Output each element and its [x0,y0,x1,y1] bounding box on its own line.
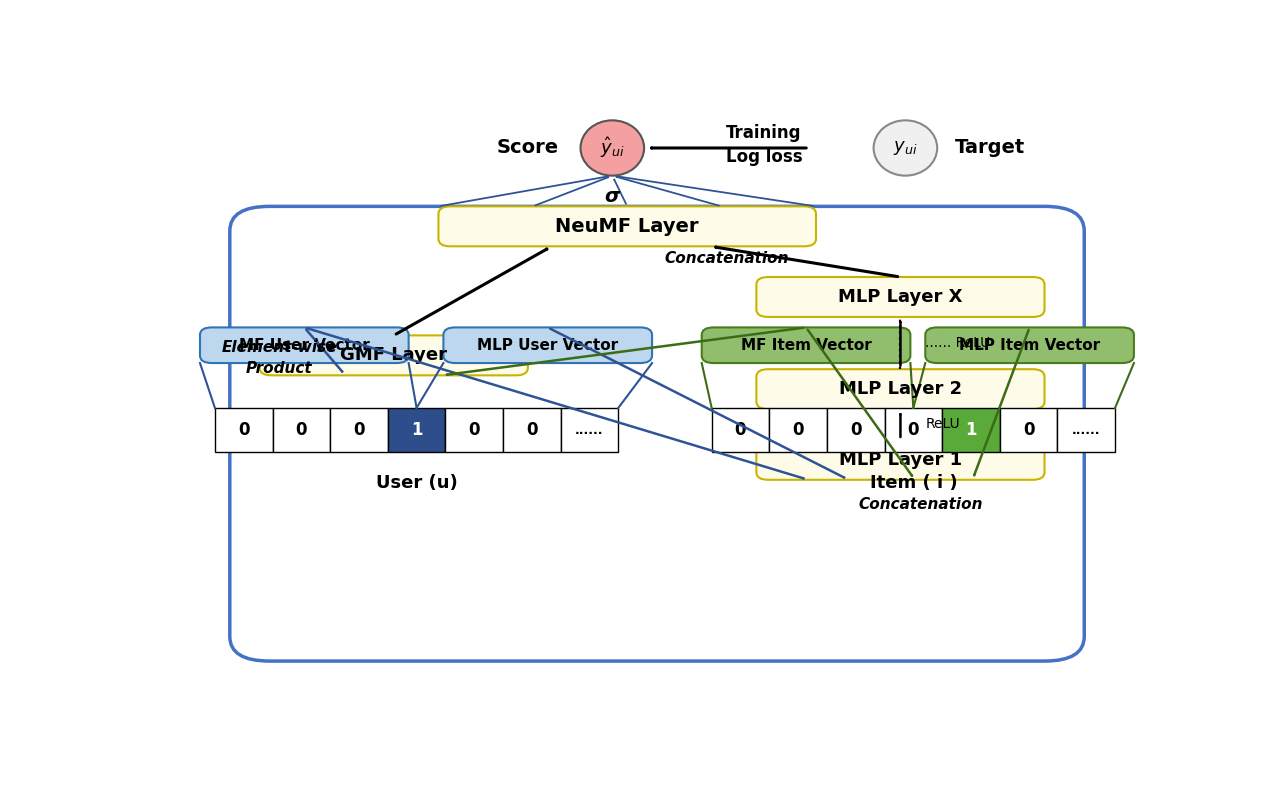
Bar [942,408,1000,452]
Text: 0: 0 [468,421,479,439]
Bar [273,408,331,452]
Text: 0: 0 [908,421,919,439]
Text: Concatenation: Concatenation [858,497,982,512]
Bar [387,408,445,452]
Text: 1: 1 [410,421,422,439]
Text: 0: 0 [792,421,804,439]
Bar [503,408,560,452]
Bar [885,408,942,452]
Text: 0: 0 [354,421,364,439]
Bar [331,408,387,452]
Bar [769,408,827,452]
Text: User (u): User (u) [376,474,458,492]
Text: GMF Layer: GMF Layer [340,346,447,365]
Text: $\hat{y}_{ui}$: $\hat{y}_{ui}$ [600,136,624,160]
Text: 0: 0 [735,421,746,439]
FancyBboxPatch shape [438,207,817,247]
Text: Score: Score [496,139,559,157]
Bar [827,408,885,452]
Text: Concatenation: Concatenation [664,251,788,266]
Text: ......: ...... [576,424,604,437]
Text: Training
Log loss: Training Log loss [726,124,803,166]
FancyBboxPatch shape [200,327,409,363]
Text: 0: 0 [238,421,250,439]
FancyBboxPatch shape [926,327,1135,363]
Ellipse shape [581,120,644,176]
Bar [1000,408,1058,452]
Text: ReLU: ReLU [926,417,960,432]
Bar [560,408,618,452]
Text: MLP Layer 1: MLP Layer 1 [838,451,962,469]
Bar [712,408,769,452]
FancyBboxPatch shape [756,277,1045,317]
FancyBboxPatch shape [444,327,653,363]
Text: 1: 1 [965,421,977,439]
Text: NeuMF Layer: NeuMF Layer [555,217,699,236]
Bar [215,408,273,452]
Text: MLP Item Vector: MLP Item Vector [959,338,1100,353]
Text: MF User Vector: MF User Vector [238,338,369,353]
FancyBboxPatch shape [259,335,528,375]
Text: $y_{ui}$: $y_{ui}$ [894,139,918,157]
Text: MLP User Vector: MLP User Vector [477,338,618,353]
Text: 0: 0 [1023,421,1035,439]
Text: MF Item Vector: MF Item Vector [741,338,872,353]
Text: $\boldsymbol{\sigma}$: $\boldsymbol{\sigma}$ [604,187,620,206]
Text: Item ( i ): Item ( i ) [869,474,958,492]
Bar [1058,408,1115,452]
Text: 0: 0 [850,421,862,439]
Text: ......: ...... [1072,424,1100,437]
Ellipse shape [873,120,937,176]
Text: Target: Target [955,139,1026,157]
FancyBboxPatch shape [756,440,1045,480]
Text: MLP Layer X: MLP Layer X [838,288,963,306]
Text: 0: 0 [526,421,537,439]
FancyBboxPatch shape [756,369,1045,409]
Bar [445,408,503,452]
FancyBboxPatch shape [701,327,910,363]
Text: ...... ReLU: ...... ReLU [926,336,991,350]
Text: 0: 0 [296,421,308,439]
Text: Element-wise
Product: Element-wise Product [222,339,337,376]
Text: MLP Layer 2: MLP Layer 2 [838,380,962,398]
